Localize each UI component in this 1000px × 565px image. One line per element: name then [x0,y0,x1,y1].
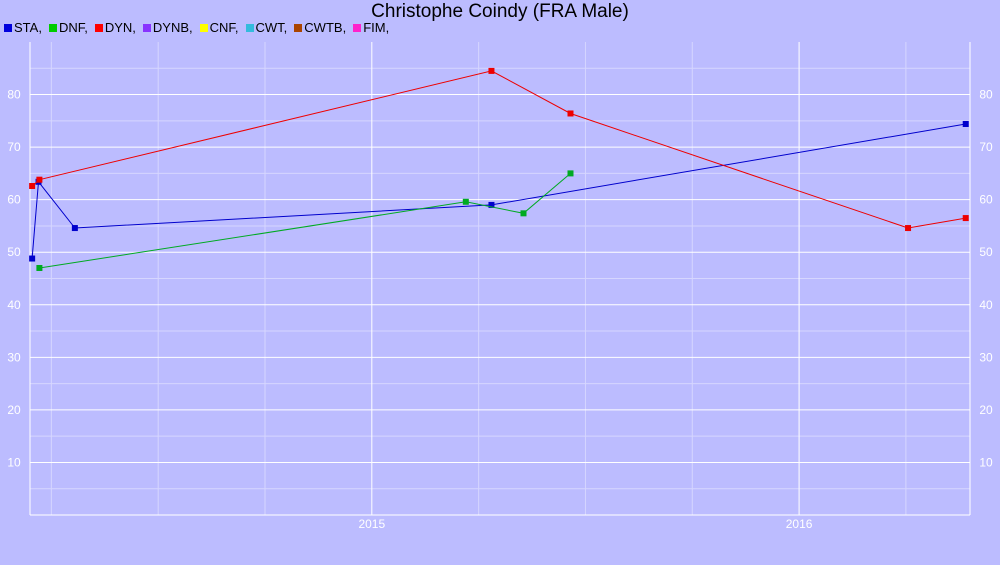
legend-swatch [48,23,57,32]
legend-swatch [245,23,254,32]
legend-item: CWT, [245,20,288,35]
data-point-dyn [36,176,43,183]
y-tick-label-right: 10 [979,455,993,469]
data-point-dnf [567,170,574,177]
legend-label: STA, [14,20,42,35]
y-tick-label-right: 30 [979,350,993,364]
data-point-dyn [905,225,912,232]
x-tick-label: 2016 [786,517,813,531]
legend-item: STA, [4,20,42,35]
legend-item: FIM, [353,20,389,35]
legend-swatch [294,23,303,32]
legend-item: DNF, [48,20,88,35]
y-tick-label-left: 50 [7,245,21,259]
legend-label: CWT, [255,20,288,35]
legend-item: DYNB, [142,20,193,35]
y-tick-label-left: 60 [7,193,21,207]
y-tick-label-right: 20 [979,403,993,417]
legend-item: DYN, [94,20,136,35]
legend-label: FIM, [363,20,390,35]
y-tick-label-left: 10 [7,455,21,469]
legend-label: CNF, [209,20,239,35]
data-point-dyn [567,110,574,117]
data-point-dnf [520,210,527,217]
legend-label: DYN, [104,20,136,35]
x-tick-label: 2015 [358,517,385,531]
data-point-dyn [962,215,969,222]
y-tick-label-right: 70 [979,140,993,154]
y-tick-label-left: 40 [7,298,21,312]
legend-label: DYNB, [152,20,193,35]
legend-item: CNF, [199,20,239,35]
legend-swatch [353,23,362,32]
y-tick-label-left: 20 [7,403,21,417]
legend-label: CWTB, [304,20,347,35]
y-tick-label-right: 40 [979,298,993,312]
y-tick-label-right: 60 [979,193,993,207]
data-point-dnf [36,264,43,271]
data-point-sta [29,255,36,262]
data-point-sta [962,120,969,127]
y-tick-label-left: 70 [7,140,21,154]
y-tick-label-left: 30 [7,350,21,364]
data-point-sta [71,225,78,232]
data-point-dyn [29,183,36,190]
legend-item: CWTB, [294,20,346,35]
series-line-sta [31,123,966,259]
series-line-dnf [39,173,571,269]
legend-swatch [142,23,151,32]
data-point-sta [488,201,495,208]
legend: STA, DNF, DYN, DYNB, CNF, CWT, CWTB, FIM, [4,20,396,35]
legend-label: DNF, [58,20,88,35]
legend-swatch [94,23,103,32]
data-point-dyn [488,67,495,74]
chart-title: Christophe Coindy (FRA Male) [371,1,629,22]
legend-swatch [199,23,208,32]
y-tick-label-right: 50 [979,245,993,259]
y-tick-label-left: 80 [7,88,21,102]
data-point-dnf [462,198,469,205]
legend-swatch [4,23,12,32]
y-tick-label-right: 80 [979,88,993,102]
